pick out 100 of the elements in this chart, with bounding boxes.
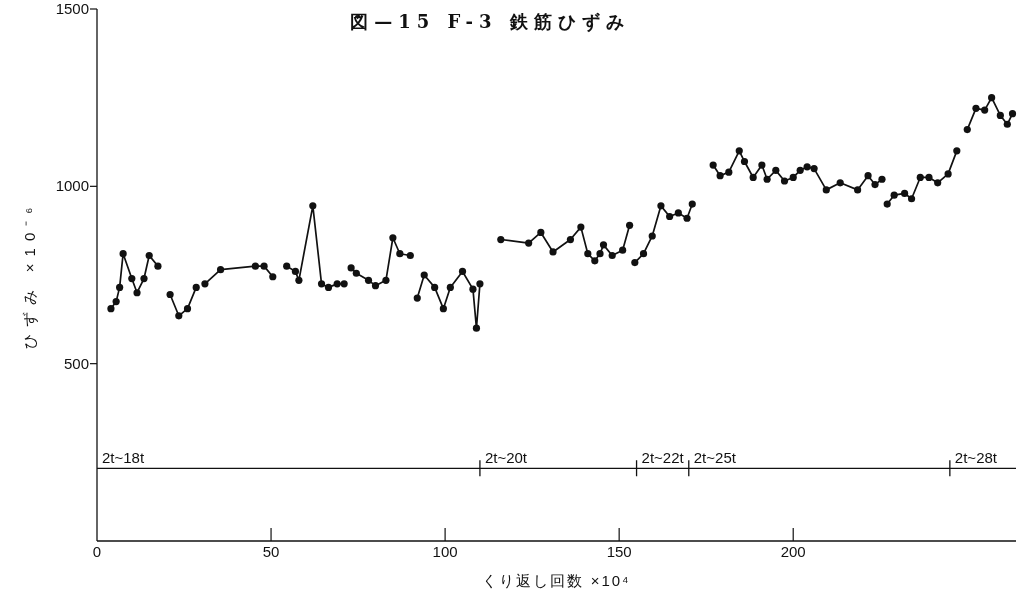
point [476, 280, 484, 288]
point [666, 212, 674, 221]
point [396, 250, 404, 258]
point [944, 170, 952, 178]
point [716, 172, 724, 180]
point [364, 276, 373, 284]
point [295, 276, 303, 284]
point [803, 163, 811, 171]
point [725, 168, 733, 176]
point [112, 298, 120, 306]
point [626, 221, 634, 229]
point [216, 266, 225, 274]
point [631, 258, 639, 267]
annotation: 2t~28t [954, 449, 997, 467]
point [796, 166, 804, 174]
point [324, 283, 333, 292]
point [577, 223, 585, 231]
xtick: 50 [262, 543, 280, 560]
point [1008, 110, 1017, 118]
point [128, 274, 136, 283]
point [674, 209, 682, 217]
ylabel: ひずみ ×10⁻⁶ [21, 200, 38, 350]
point [854, 186, 862, 194]
point [925, 173, 933, 182]
point [340, 280, 348, 288]
point [963, 125, 971, 134]
point [166, 290, 174, 299]
point [283, 262, 291, 270]
point [871, 180, 879, 189]
xtick: 200 [780, 543, 806, 560]
point [996, 111, 1004, 119]
point [890, 191, 898, 199]
point [657, 202, 665, 210]
point [683, 214, 691, 222]
point [347, 264, 355, 272]
point [291, 267, 300, 276]
point [333, 280, 341, 288]
ytick: 1500 [55, 0, 89, 17]
point [446, 283, 454, 292]
point [439, 305, 447, 313]
point [836, 179, 844, 187]
title: 図—15 F-3 鉄筋ひずみ [350, 11, 630, 32]
point [688, 200, 696, 208]
point [140, 274, 148, 283]
ytick: 500 [63, 354, 89, 372]
annotation: 2t~18t [102, 449, 145, 467]
point [772, 166, 780, 174]
point [758, 161, 766, 169]
point [981, 106, 989, 114]
point [525, 239, 533, 247]
point [260, 262, 268, 270]
point [709, 161, 717, 169]
point [458, 267, 467, 276]
point [596, 250, 604, 258]
point [549, 248, 557, 256]
point [934, 179, 942, 187]
xtick: 0 [92, 543, 102, 560]
point [183, 305, 192, 313]
point [780, 177, 789, 185]
point [389, 234, 397, 242]
point [116, 283, 124, 292]
point [822, 186, 830, 194]
point [119, 250, 127, 258]
point [599, 241, 608, 249]
point [591, 257, 599, 265]
point [406, 251, 414, 260]
point [469, 285, 477, 293]
annotation: 2t~25t [693, 449, 736, 467]
point [133, 289, 141, 297]
point [537, 228, 545, 237]
point [382, 276, 390, 284]
point [740, 157, 749, 166]
point [431, 283, 439, 292]
point [619, 246, 627, 254]
point [883, 200, 891, 208]
annotation: 2t~20t [484, 449, 528, 467]
point [192, 283, 200, 292]
point [953, 147, 961, 155]
point [648, 232, 656, 240]
point [175, 312, 183, 320]
point [639, 250, 648, 258]
point [763, 175, 771, 183]
point [988, 94, 996, 102]
point [972, 104, 980, 112]
xtick: 100 [432, 543, 458, 560]
point [352, 269, 360, 277]
point [608, 251, 616, 260]
point [916, 173, 924, 182]
point [901, 189, 909, 198]
point [584, 250, 592, 258]
point [864, 172, 872, 180]
point [201, 280, 209, 288]
point [472, 324, 481, 332]
point [269, 273, 277, 281]
point [371, 282, 380, 290]
point [810, 165, 818, 173]
point [251, 262, 259, 270]
point [317, 280, 326, 288]
xtick: 150 [606, 543, 632, 560]
point [789, 173, 797, 182]
